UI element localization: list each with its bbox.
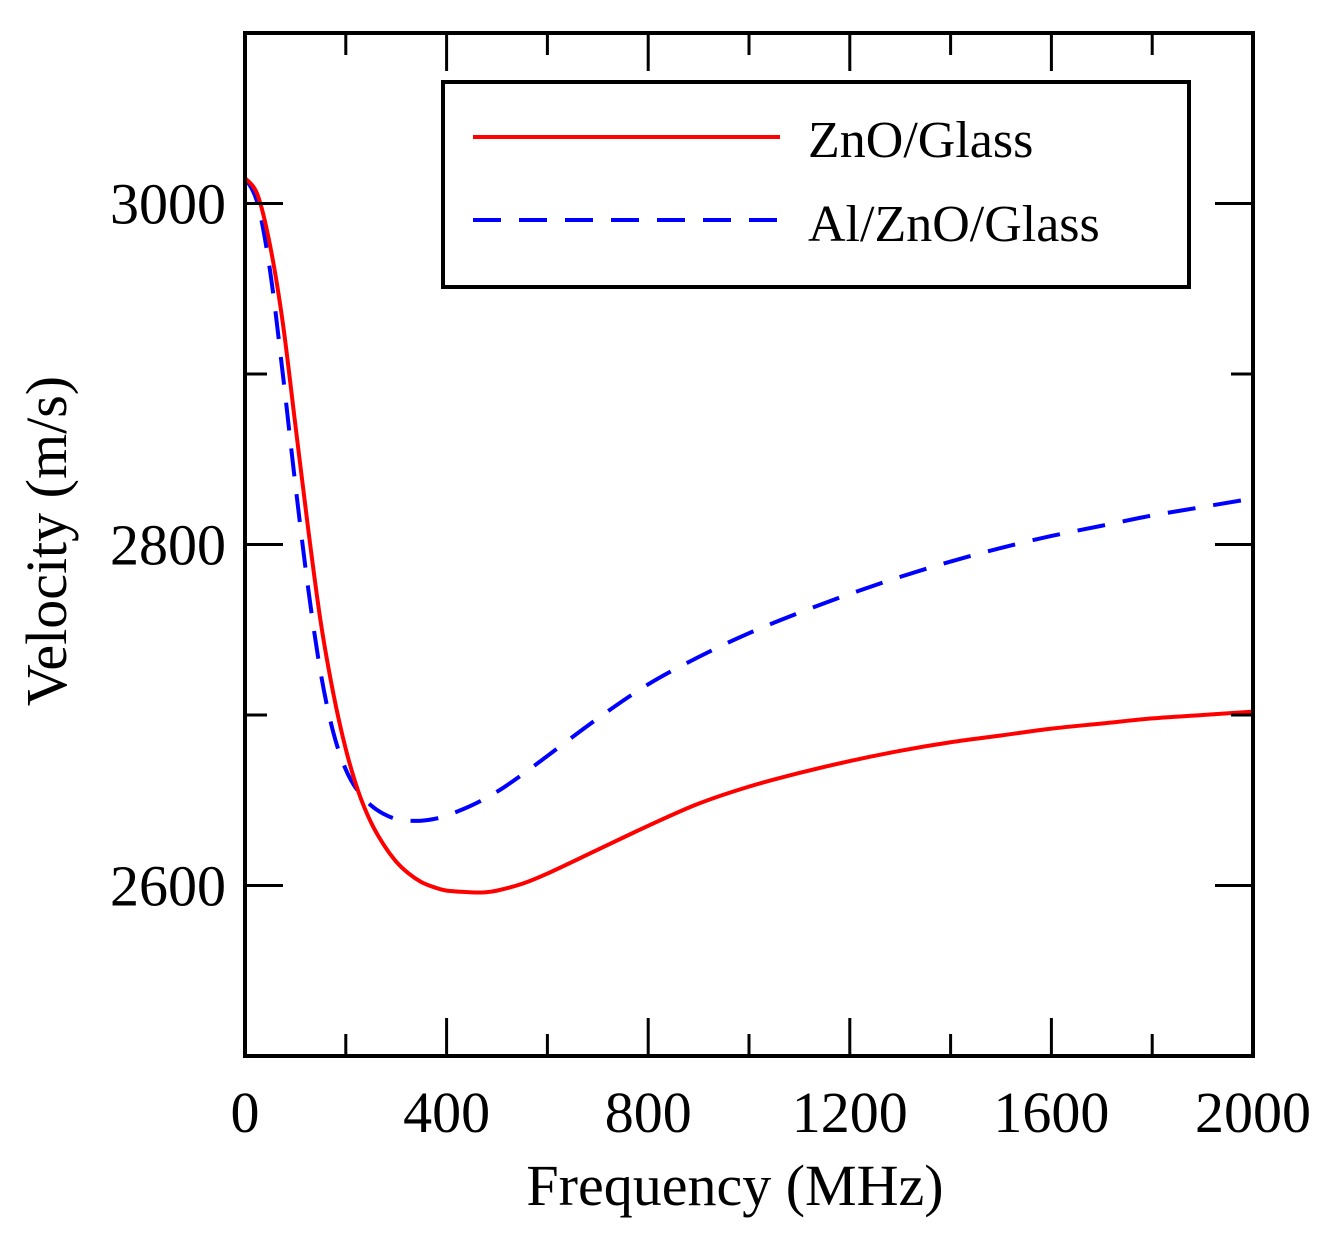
x-tick-label: 800 <box>605 1080 692 1145</box>
plot-area <box>245 176 1253 895</box>
x-axis-title: Frequency (MHz) <box>526 1153 943 1218</box>
y-tick-label: 3000 <box>110 172 226 237</box>
series-line-al-zno-glass <box>245 176 1253 823</box>
legend: ZnO/Glass Al/ZnO/Glass <box>441 80 1191 289</box>
legend-label-al-zno-glass: Al/ZnO/Glass <box>808 196 1100 253</box>
x-tick-label: 0 <box>231 1080 260 1145</box>
x-tick-label: 1200 <box>792 1080 908 1145</box>
x-tick-label: 2000 <box>1195 1080 1311 1145</box>
y-tick-label: 2800 <box>110 513 226 578</box>
legend-label-zno-glass: ZnO/Glass <box>808 112 1033 169</box>
legend-box <box>441 80 1191 289</box>
axes: 0 400 800 1200 1600 2000 2600 2800 3000 <box>110 31 1311 1145</box>
series-line-zno-glass <box>245 176 1253 895</box>
y-axis-title: Velocity (m/s) <box>14 376 79 706</box>
y-tick-label: 2600 <box>110 854 226 919</box>
x-tick-label: 400 <box>403 1080 490 1145</box>
x-tick-label: 1600 <box>993 1080 1109 1145</box>
